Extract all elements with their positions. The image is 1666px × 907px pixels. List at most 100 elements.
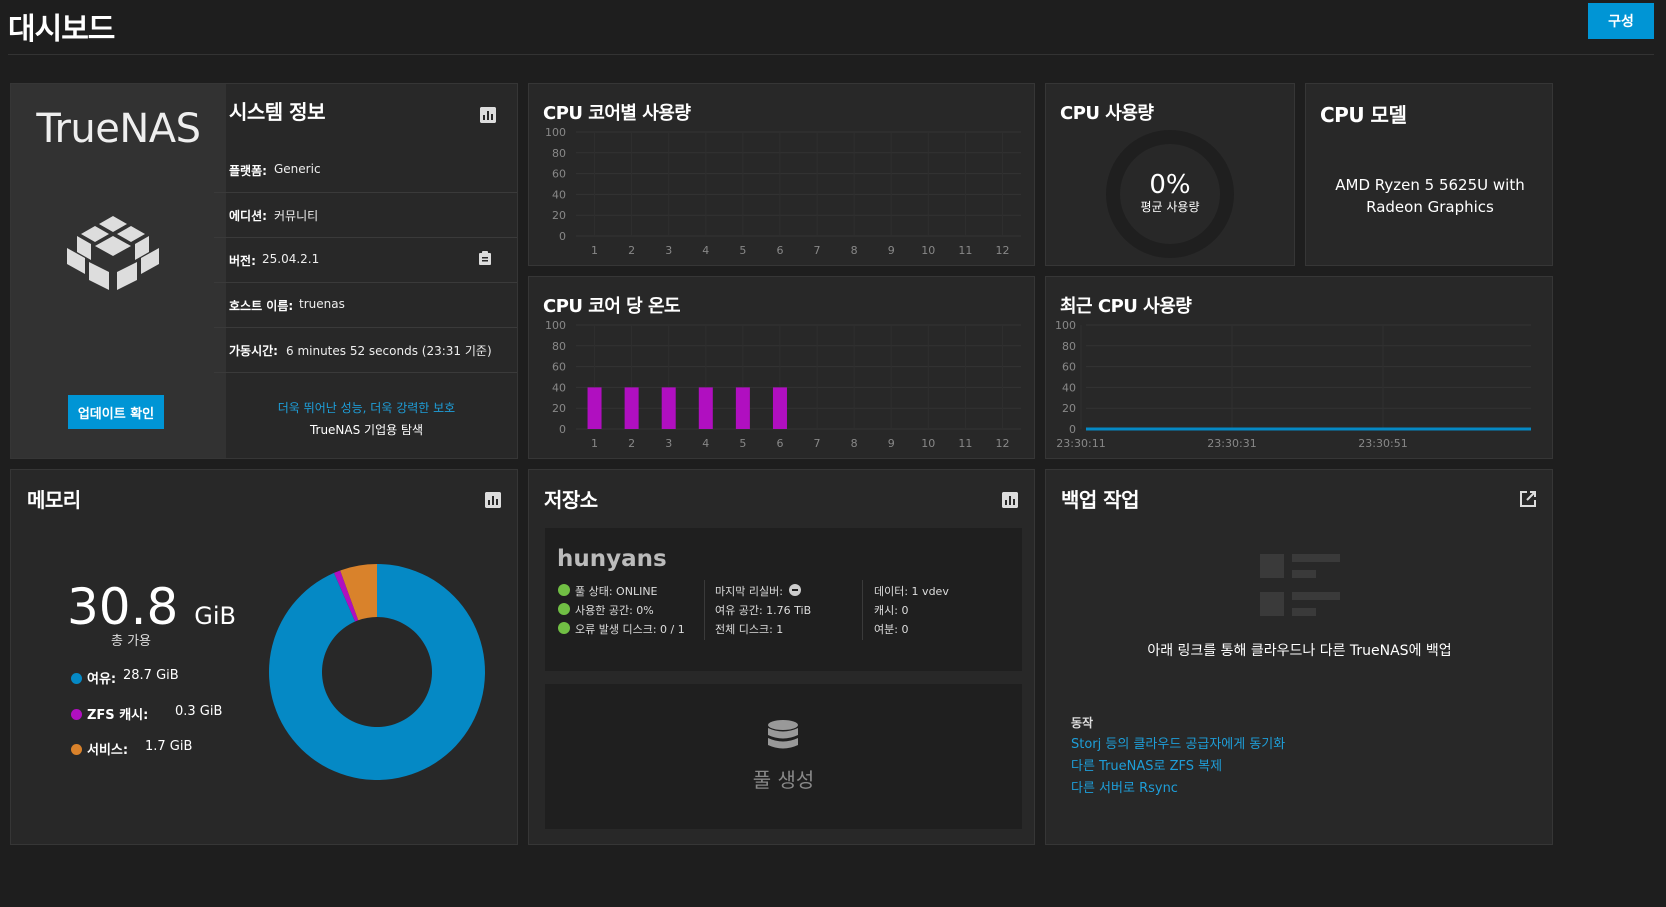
y-tick-label: 20 <box>1062 402 1076 415</box>
page-title: 대시보드 <box>8 12 115 47</box>
pool-free-space: 여유 공간: 1.76 TiB <box>715 604 812 617</box>
pie-slice-여유 <box>269 564 486 780</box>
chart-report-icon[interactable] <box>1002 492 1018 508</box>
x-tick-label: 9 <box>888 437 895 450</box>
rsync-link[interactable]: 다른 서버로 Rsync <box>1071 781 1178 796</box>
y-tick-label: 80 <box>552 340 566 353</box>
y-tick-label: 40 <box>1062 381 1076 394</box>
uptime-value: 6 minutes 52 seconds (23:31 기준) <box>286 344 492 358</box>
x-tick-label: 8 <box>851 437 858 450</box>
x-tick-label: 4 <box>702 244 709 257</box>
backup-card: 백업 작업 아래 링크를 통해 클라우드나 다른 TrueNAS에 백업 동작 … <box>1045 469 1553 845</box>
storage-title: 저장소 <box>544 488 598 512</box>
check-update-button[interactable]: 업데이트 확인 <box>68 395 164 429</box>
backup-empty-text: 아래 링크를 통해 클라우드나 다른 TrueNAS에 백업 <box>1147 643 1452 659</box>
cpu-core-usage-title: CPU 코어별 사용량 <box>543 103 691 124</box>
cpu-usage-title: CPU 사용량 <box>1060 103 1154 124</box>
cpu-usage-card: CPU 사용량 0% 평균 사용량 <box>1045 83 1295 266</box>
legend-services-value: 1.7 GiB <box>145 739 193 754</box>
x-tick-label: 6 <box>776 437 783 450</box>
pool-summary[interactable]: hunyans 풀 상태: ONLINE 사용한 공간: 0% 오류 발생 디스… <box>545 528 1022 671</box>
pool-error-disks: 오류 발생 디스크: 0 / 1 <box>575 623 685 636</box>
legend-free-value: 28.7 GiB <box>123 668 179 683</box>
hostname-label: 호스트 이름: <box>229 299 294 313</box>
y-tick-label: 100 <box>545 319 566 332</box>
info-row-platform: 플랫폼: Generic <box>214 145 517 193</box>
recent-cpu-chart: 100 80 60 40 20 023:30:11 23:30:31 23:30:51 <box>1055 319 1531 450</box>
x-tick-label: 5 <box>739 244 746 257</box>
info-row-hostname: 호스트 이름: truenas <box>214 280 517 328</box>
y-tick-label: 40 <box>552 381 566 394</box>
x-tick-label: 7 <box>814 437 821 450</box>
open-external-icon[interactable] <box>1519 490 1537 512</box>
cpu-model-card: CPU 모델 AMD Ryzen 5 5625U with Radeon Gra… <box>1305 83 1553 266</box>
x-tick-label: 6 <box>776 244 783 257</box>
bar <box>735 387 750 429</box>
x-tick-label: 10 <box>921 244 935 257</box>
backup-title: 백업 작업 <box>1061 488 1140 512</box>
cpu-temp-title: CPU 코어 당 온도 <box>543 296 681 317</box>
pool-divider <box>862 580 863 640</box>
cloud-sync-link[interactable]: Storj 등의 클라우드 공급자에게 동기화 <box>1071 737 1286 752</box>
legend-services-dot <box>71 744 82 755</box>
system-info-card: TrueNAS 업데이트 확인 시스템 정보 플랫폼: Generic 에디션: <box>10 83 518 459</box>
bar <box>624 387 639 429</box>
empty-list-icon <box>1260 552 1340 622</box>
x-tick-label: 23:30:31 <box>1207 437 1256 450</box>
legend-zfs-value: 0.3 GiB <box>175 704 223 719</box>
x-tick-label: 23:30:51 <box>1358 437 1407 450</box>
logo-panel: TrueNAS 업데이트 확인 <box>11 84 226 458</box>
legend-services-label: 서비스: <box>87 743 129 758</box>
promo-enterprise-text: TrueNAS 기업용 탐색 <box>309 423 424 437</box>
memory-total-value: 30.8 <box>67 578 179 636</box>
legend-free-label: 여유: <box>87 672 117 687</box>
info-row-edition: 에디션: 커뮤니티 <box>214 190 517 238</box>
legend-zfs-dot <box>71 709 82 720</box>
x-tick-label: 11 <box>958 437 972 450</box>
pool-last-resilver: 마지막 리실버: <box>715 585 783 598</box>
x-tick-label: 4 <box>702 437 709 450</box>
y-tick-label: 60 <box>552 361 566 374</box>
pool-used-space: 사용한 공간: 0% <box>575 604 654 617</box>
x-tick-label: 7 <box>814 244 821 257</box>
version-label: 버전: <box>229 254 256 268</box>
zfs-replication-link[interactable]: 다른 TrueNAS로 ZFS 복제 <box>1071 759 1223 774</box>
database-icon <box>767 720 799 758</box>
pool-cache: 캐시: 0 <box>874 604 909 617</box>
x-tick-label: 12 <box>995 437 1009 450</box>
clipboard-icon[interactable] <box>479 251 491 268</box>
x-tick-label: 8 <box>851 244 858 257</box>
create-pool-label: 풀 생성 <box>752 768 815 792</box>
cpu-model-line1: AMD Ryzen 5 5625U with <box>1335 176 1525 194</box>
pool-name: hunyans <box>557 546 667 572</box>
pie-slice-서비스 <box>340 564 377 621</box>
chart-report-icon[interactable] <box>485 492 501 508</box>
bar <box>661 387 676 429</box>
y-tick-label: 0 <box>559 423 566 436</box>
memory-total-unit: GiB <box>194 602 236 630</box>
x-tick-label: 2 <box>628 244 635 257</box>
y-tick-label: 80 <box>1062 340 1076 353</box>
cpu-usage-gauge <box>1106 130 1234 258</box>
promo-link[interactable]: 더욱 뛰어난 성능, 더욱 강력한 보호 <box>277 401 456 415</box>
storage-card: 저장소 hunyans 풀 상태: ONLINE 사용한 공간: 0% 오류 발… <box>528 469 1035 845</box>
memory-total: 30.8 GiB <box>67 578 236 636</box>
cpu-temp-card: CPU 코어 당 온도 100 80 60 40 20 0 1 2 3 4 5 6 7 8 9 10 11 12 <box>528 276 1035 459</box>
chart-report-icon[interactable] <box>480 107 496 123</box>
platform-label: 플랫폼: <box>229 164 267 178</box>
pool-status: 풀 상태: ONLINE <box>575 585 658 598</box>
create-pool-button[interactable]: 풀 생성 <box>545 684 1022 829</box>
x-tick-label: 23:30:11 <box>1056 437 1105 450</box>
system-info-title: 시스템 정보 <box>229 100 325 124</box>
pie-slice-ZFS 캐시 <box>334 570 359 622</box>
x-tick-label: 12 <box>995 244 1009 257</box>
x-tick-label: 3 <box>665 244 672 257</box>
pool-spare: 여분: 0 <box>874 623 909 636</box>
header-divider <box>8 54 1654 55</box>
y-tick-label: 20 <box>552 402 566 415</box>
x-tick-label: 5 <box>739 437 746 450</box>
check-icon <box>558 584 570 596</box>
configure-button[interactable]: 구성 <box>1588 3 1654 39</box>
